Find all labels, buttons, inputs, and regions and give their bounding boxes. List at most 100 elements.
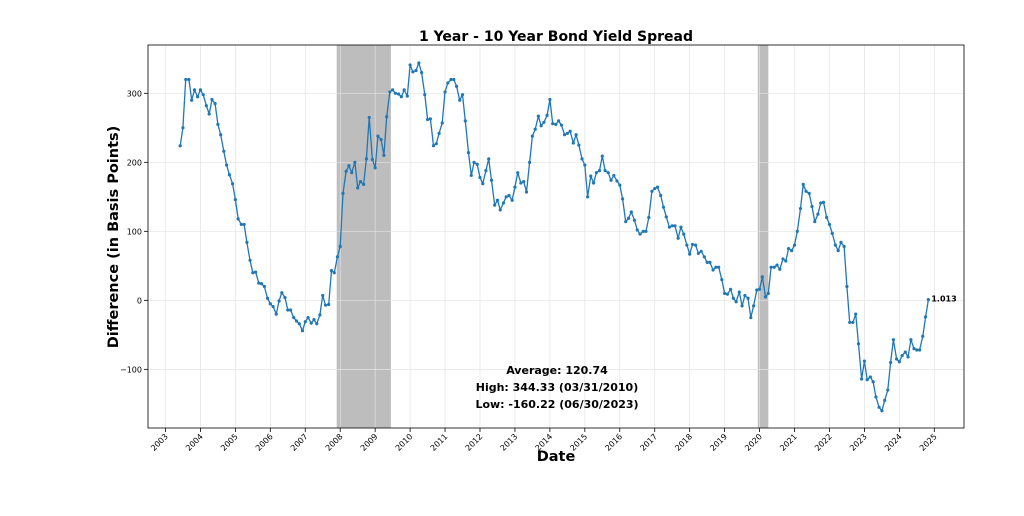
data-point bbox=[664, 215, 668, 219]
data-point bbox=[827, 222, 832, 227]
data-point bbox=[708, 260, 712, 264]
data-point bbox=[184, 77, 188, 82]
data-point bbox=[539, 124, 543, 128]
data-point bbox=[265, 296, 270, 300]
data-point bbox=[230, 182, 235, 186]
data-point bbox=[807, 191, 811, 195]
data-point bbox=[548, 97, 552, 102]
data-point bbox=[699, 249, 703, 253]
data-point bbox=[743, 293, 747, 298]
y-tick-label: 0 bbox=[137, 296, 142, 305]
data-point bbox=[798, 206, 803, 211]
data-point bbox=[315, 322, 319, 326]
data-point bbox=[720, 278, 724, 282]
data-point bbox=[283, 295, 287, 300]
data-point bbox=[612, 173, 616, 178]
data-point bbox=[702, 255, 706, 259]
data-point bbox=[542, 120, 546, 124]
data-point bbox=[233, 197, 237, 202]
data-point bbox=[792, 243, 797, 247]
data-point bbox=[288, 308, 293, 312]
data-point bbox=[507, 193, 511, 198]
data-point bbox=[600, 154, 604, 158]
data-point bbox=[772, 265, 776, 269]
data-point bbox=[259, 282, 264, 286]
grid bbox=[148, 45, 964, 428]
data-point bbox=[618, 183, 622, 187]
data-point bbox=[912, 347, 916, 351]
data-point bbox=[417, 61, 421, 65]
data-point bbox=[300, 329, 305, 333]
data-point bbox=[414, 68, 418, 73]
data-point bbox=[370, 157, 374, 162]
data-point bbox=[254, 270, 258, 274]
data-point bbox=[487, 157, 491, 161]
data-point bbox=[755, 288, 759, 292]
data-point bbox=[559, 123, 564, 127]
data-point bbox=[495, 198, 500, 202]
data-point bbox=[274, 312, 278, 316]
data-point bbox=[577, 143, 581, 147]
data-point bbox=[294, 319, 299, 323]
data-point bbox=[562, 133, 567, 137]
data-point bbox=[854, 312, 858, 316]
data-point bbox=[335, 255, 340, 259]
data-point bbox=[204, 104, 208, 108]
data-point bbox=[757, 287, 762, 291]
data-point bbox=[632, 218, 637, 222]
data-point bbox=[836, 249, 840, 253]
data-point bbox=[181, 126, 185, 130]
data-point bbox=[248, 258, 252, 262]
plot-area-frame bbox=[147, 44, 965, 429]
data-point bbox=[303, 320, 307, 324]
data-point bbox=[894, 357, 899, 361]
data-point bbox=[615, 179, 619, 183]
data-point bbox=[586, 195, 590, 199]
data-point bbox=[196, 95, 200, 99]
data-point bbox=[443, 90, 447, 94]
data-point bbox=[673, 224, 677, 228]
data-point bbox=[210, 97, 214, 102]
data-point bbox=[650, 189, 654, 193]
data-point bbox=[216, 122, 220, 126]
data-point bbox=[327, 302, 331, 307]
data-point bbox=[833, 243, 837, 247]
data-point bbox=[478, 175, 482, 180]
recession-band-1 bbox=[757, 45, 769, 428]
high-annotation: High: 344.33 (03/31/2010) bbox=[476, 381, 639, 394]
y-tick-label: −100 bbox=[120, 365, 142, 374]
data-point bbox=[752, 304, 756, 308]
series-spread bbox=[178, 61, 930, 413]
data-point bbox=[688, 252, 692, 256]
data-point bbox=[309, 321, 313, 325]
data-point bbox=[877, 405, 881, 409]
data-point bbox=[769, 265, 773, 269]
data-point bbox=[367, 115, 371, 120]
data-point bbox=[594, 171, 598, 175]
data-point bbox=[321, 293, 325, 298]
data-point bbox=[647, 215, 651, 220]
y-axis-ticks: −100 0 100 200 300 bbox=[120, 89, 148, 374]
data-point bbox=[268, 302, 272, 306]
data-point bbox=[358, 180, 363, 184]
data-point bbox=[848, 320, 852, 325]
data-point bbox=[356, 186, 360, 190]
data-point bbox=[353, 160, 357, 164]
data-point bbox=[306, 315, 310, 320]
data-point bbox=[603, 168, 607, 173]
recession-shading bbox=[336, 45, 769, 428]
data-point bbox=[746, 296, 750, 300]
data-point bbox=[236, 217, 240, 221]
data-point bbox=[763, 295, 768, 299]
data-point bbox=[655, 185, 660, 189]
data-point bbox=[498, 208, 502, 212]
data-point bbox=[420, 71, 424, 75]
data-point bbox=[341, 191, 345, 195]
data-point bbox=[717, 265, 721, 269]
data-point bbox=[891, 338, 896, 342]
data-point bbox=[187, 77, 191, 82]
data-point bbox=[889, 360, 893, 365]
data-point bbox=[760, 275, 764, 279]
data-point bbox=[880, 409, 884, 413]
